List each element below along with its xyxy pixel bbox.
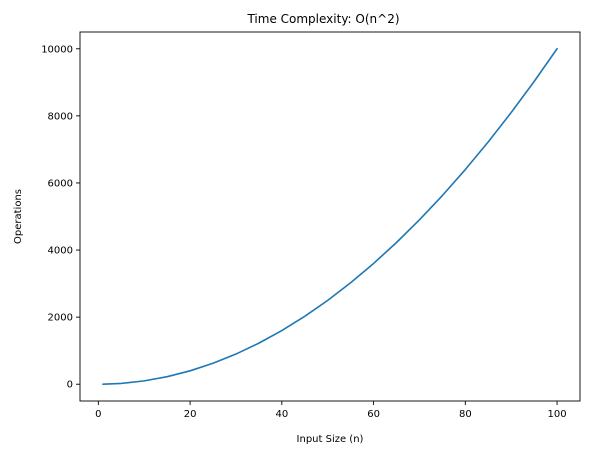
- x-tick-label: 0: [95, 409, 101, 420]
- x-tick-label: 100: [548, 409, 567, 420]
- plot-frame: [79, 31, 581, 402]
- y-tick-label: 6000: [48, 178, 73, 189]
- series-line-0: [102, 47, 558, 385]
- y-tick-label: 4000: [48, 246, 73, 257]
- x-tick-label: 20: [184, 409, 197, 420]
- chart-title: Time Complexity: O(n^2): [246, 12, 399, 26]
- y-tick-label: 0: [67, 380, 73, 391]
- x-tick-label: 60: [367, 409, 380, 420]
- x-tick-label: 80: [459, 409, 472, 420]
- y-tick-label: 2000: [48, 313, 73, 324]
- y-axis-label: Operations: [13, 189, 24, 244]
- y-tick-label: 8000: [48, 111, 73, 122]
- x-tick-label: 40: [275, 409, 288, 420]
- y-axis-ticks: 0 2000 4000 6000 8000 10000: [41, 44, 80, 391]
- x-axis-ticks: 0 20 40 60 80 100: [95, 401, 567, 420]
- y-tick-label: 10000: [41, 44, 73, 55]
- x-axis-label: Input Size (n): [297, 434, 364, 445]
- series-layer: [102, 47, 558, 385]
